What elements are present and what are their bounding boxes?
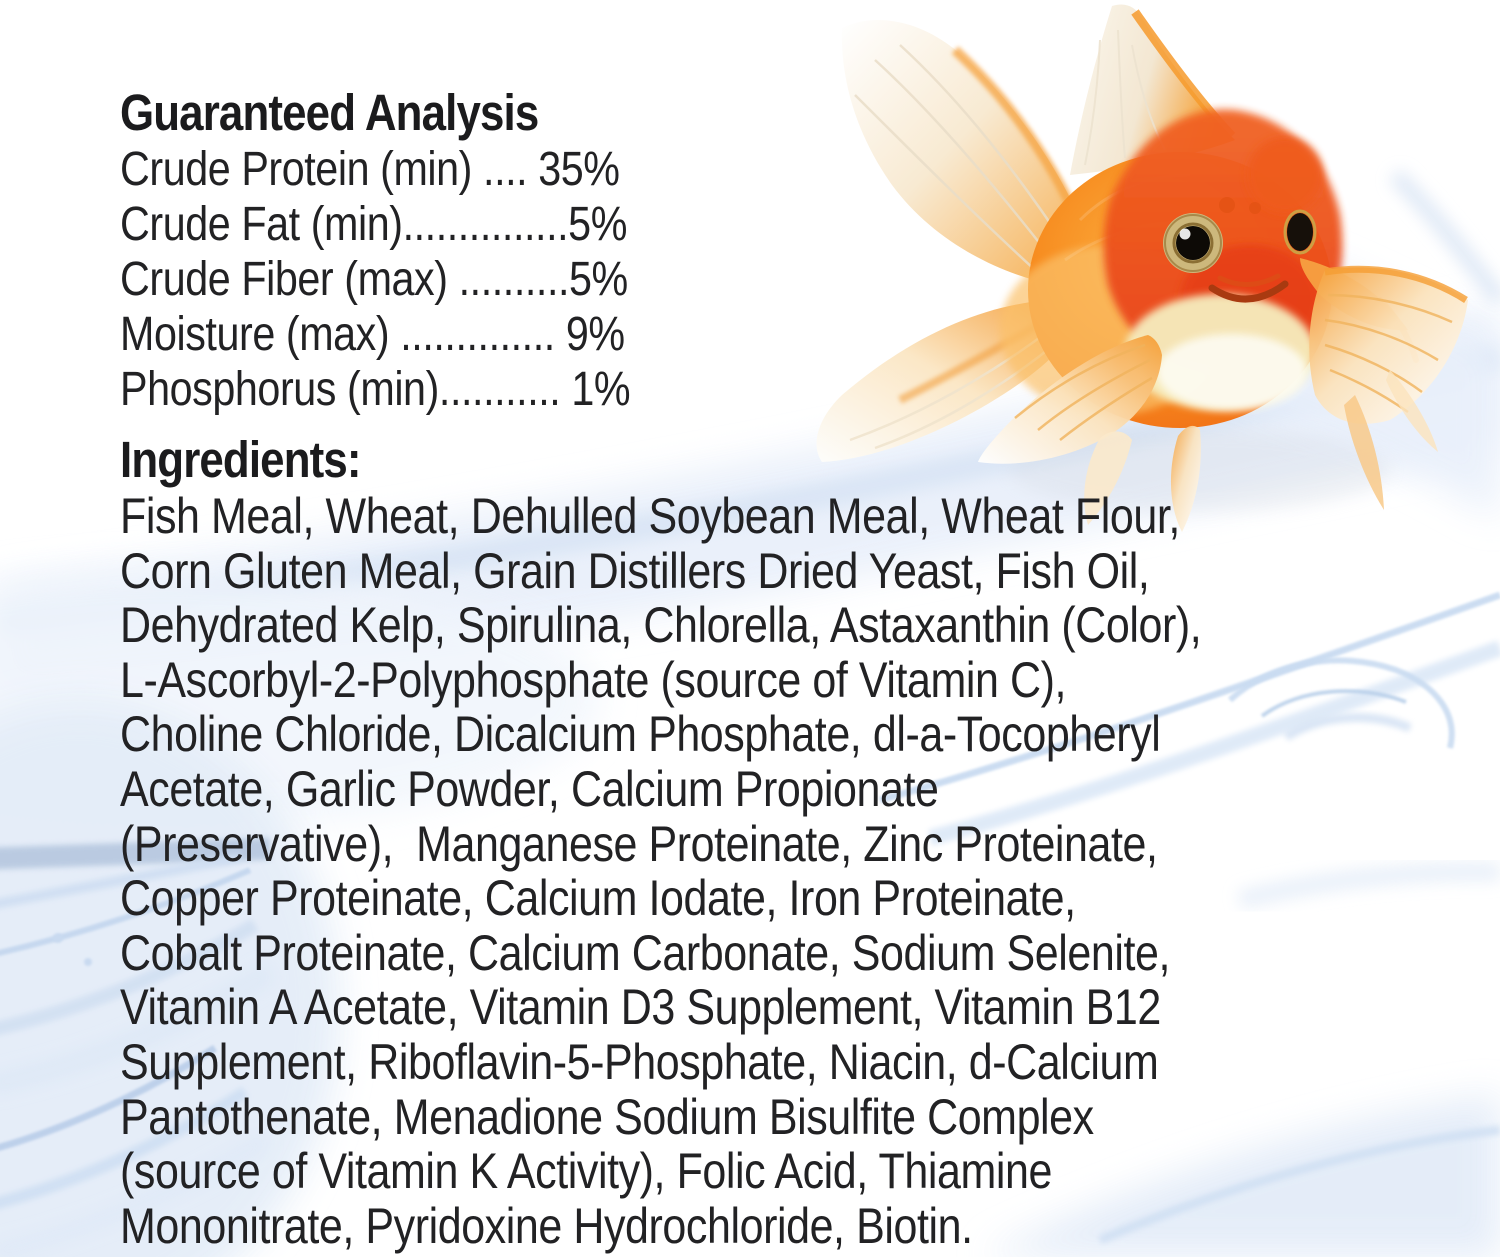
analysis-value: 5% bbox=[568, 198, 627, 251]
analysis-label: Crude Fiber (max) bbox=[120, 253, 448, 306]
analysis-leader: .... bbox=[472, 143, 539, 196]
ingredients-line: Pantothenate, Menadione Sodium Bisulfite… bbox=[120, 1088, 1094, 1145]
ingredients-title: Ingredients: bbox=[120, 431, 362, 488]
analysis-row: Crude Protein (min) .... 35% bbox=[120, 142, 1500, 197]
ingredients-line: Fish Meal, Wheat, Dehulled Soybean Meal,… bbox=[120, 488, 1180, 544]
ingredients-line: Copper Proteinate, Calcium Iodate, Iron … bbox=[120, 870, 1076, 927]
analysis-value: 5% bbox=[569, 253, 628, 306]
ingredients-line: Choline Chloride, Dicalcium Phosphate, d… bbox=[120, 706, 1161, 763]
ingredients-line: Corn Gluten Meal, Grain Distillers Dried… bbox=[120, 542, 1150, 599]
analysis-row: Crude Fiber (max) ..........5% bbox=[120, 252, 1500, 307]
guaranteed-analysis-section: Guaranteed Analysis Crude Protein (min) … bbox=[120, 84, 1500, 417]
ingredients-line: Cobalt Proteinate, Calcium Carbonate, So… bbox=[120, 924, 1170, 981]
analysis-label: Moisture (max) bbox=[120, 308, 390, 361]
analysis-value: 9% bbox=[565, 308, 625, 361]
ingredients-line: Vitamin A Acetate, Vitamin D3 Supplement… bbox=[120, 979, 1161, 1036]
label-text: Guaranteed Analysis Crude Protein (min) … bbox=[120, 84, 1500, 1253]
analysis-label: Crude Fat (min) bbox=[120, 198, 403, 251]
ingredients-line: (source of Vitamin K Activity), Folic Ac… bbox=[120, 1143, 1052, 1200]
ingredients-line: (Preservative), Manganese Proteinate, Zi… bbox=[120, 815, 1158, 872]
ingredients-section: Ingredients: Fish Meal, Wheat, Dehulled … bbox=[120, 431, 1500, 1253]
ingredients-line: L-Ascorbyl-2-Polyphosphate (source of Vi… bbox=[120, 651, 1067, 708]
analysis-leader: ........... bbox=[438, 363, 572, 416]
analysis-leader: ............... bbox=[402, 198, 569, 251]
analysis-row: Phosphorus (min)........... 1% bbox=[120, 362, 1500, 417]
ingredients-line: Mononitrate, Pyridoxine Hydrochloride, B… bbox=[120, 1197, 973, 1254]
guaranteed-analysis-title: Guaranteed Analysis bbox=[120, 84, 539, 141]
ingredients-line: Supplement, Riboflavin-5-Phosphate, Niac… bbox=[120, 1033, 1159, 1090]
analysis-value: 35% bbox=[538, 143, 620, 196]
ingredients-line: Dehydrated Kelp, Spirulina, Chlorella, A… bbox=[120, 597, 1202, 654]
ingredients-line: Acetate, Garlic Powder, Calcium Propiona… bbox=[120, 760, 939, 817]
analysis-label: Phosphorus (min) bbox=[120, 363, 439, 416]
analysis-row: Moisture (max) .............. 9% bbox=[120, 307, 1500, 362]
analysis-label: Crude Protein (min) bbox=[120, 143, 473, 196]
analysis-leader: .............. bbox=[389, 308, 566, 361]
analysis-leader: .......... bbox=[447, 253, 570, 306]
analysis-row: Crude Fat (min)...............5% bbox=[120, 197, 1500, 252]
analysis-value: 1% bbox=[571, 363, 631, 416]
